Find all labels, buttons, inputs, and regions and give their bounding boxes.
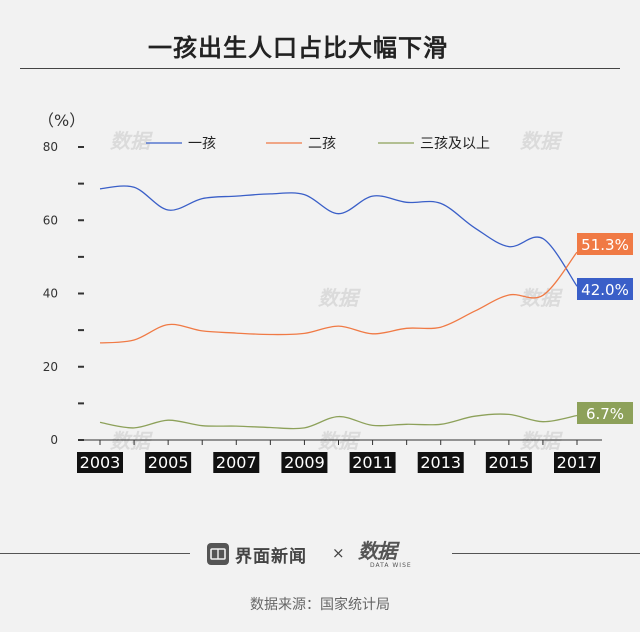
legend: 一孩 二孩 三孩及以上 [146, 136, 490, 152]
x-tick-label: 2011 [352, 453, 393, 472]
x-tick-label-box [145, 452, 192, 473]
series-line [99, 413, 578, 430]
x-tick-label-box [281, 452, 328, 473]
x-tick-label-box [485, 452, 532, 473]
x-tick-label: 2003 [80, 453, 121, 472]
title-divider [20, 68, 620, 69]
x-tick-label: 2015 [488, 453, 529, 472]
logo-subtext: DATA WISE [370, 562, 412, 569]
jiemian-brand: 界面新闻 [207, 541, 307, 567]
footer-divider-left [0, 553, 190, 554]
watermark: 数据 [110, 429, 153, 453]
series-layer [99, 185, 578, 430]
series-line [99, 251, 578, 344]
y-axis-unit-label: （%） [38, 111, 86, 130]
x-tick-label-box [77, 452, 123, 473]
watermark: 数据 [520, 129, 563, 153]
x-tick-label: 2009 [284, 453, 325, 472]
logo-text: 数据 [358, 539, 397, 563]
x-tick-label: 2017 [557, 453, 598, 472]
x-tick-label-box [554, 452, 600, 473]
watermark: 数据 [110, 129, 153, 153]
x-tick-label-box [417, 452, 464, 473]
watermark: 数据 [520, 286, 563, 310]
x-tick-label-box [213, 452, 260, 473]
end-value-box [577, 278, 633, 300]
end-value-box [577, 402, 633, 424]
times-symbol: × [332, 544, 345, 562]
legend-label: 三孩及以上 [420, 136, 490, 152]
watermark: 数据 [520, 429, 563, 453]
x-tick-label-box [349, 452, 396, 473]
series-line [99, 185, 578, 287]
watermark-layer: 数据 数据 数据 数据 数据 数据 数据 [110, 129, 563, 453]
watermark: 数据 [318, 286, 361, 310]
end-value-label: 51.3% [581, 236, 629, 254]
end-value-label: 42.0% [581, 281, 629, 299]
end-value-box [577, 233, 633, 255]
legend-label: 一孩 [188, 136, 216, 152]
footer-divider-right [452, 553, 640, 554]
y-tick-label: 0 [50, 433, 58, 447]
legend-label: 二孩 [308, 136, 336, 152]
y-tick-label: 80 [43, 140, 58, 154]
watermark: 数据 [318, 429, 361, 453]
y-tick-label: 40 [43, 287, 58, 301]
data-source: 数据来源：国家统计局 [250, 597, 390, 613]
data-wise-logo: 数据 DATA WISE [358, 535, 422, 575]
y-tick-label: 60 [43, 213, 58, 227]
x-tick-label: 2013 [420, 453, 461, 472]
x-tick-label: 2007 [216, 453, 257, 472]
chart-title: 一孩出生人口占比大幅下滑 [148, 34, 448, 62]
end-value-label: 6.7% [586, 405, 624, 423]
end-labels-layer: 42.0% 51.3% 6.7% [577, 233, 633, 424]
axes-layer: 0 20 40 60 80 2003 2005 2007 2009 2011 2013 2015 201… [43, 140, 602, 473]
x-tick-label: 2005 [148, 453, 189, 472]
y-tick-label: 20 [43, 360, 58, 374]
newspaper-icon [207, 543, 229, 565]
brand-name: 界面新闻 [235, 546, 307, 567]
